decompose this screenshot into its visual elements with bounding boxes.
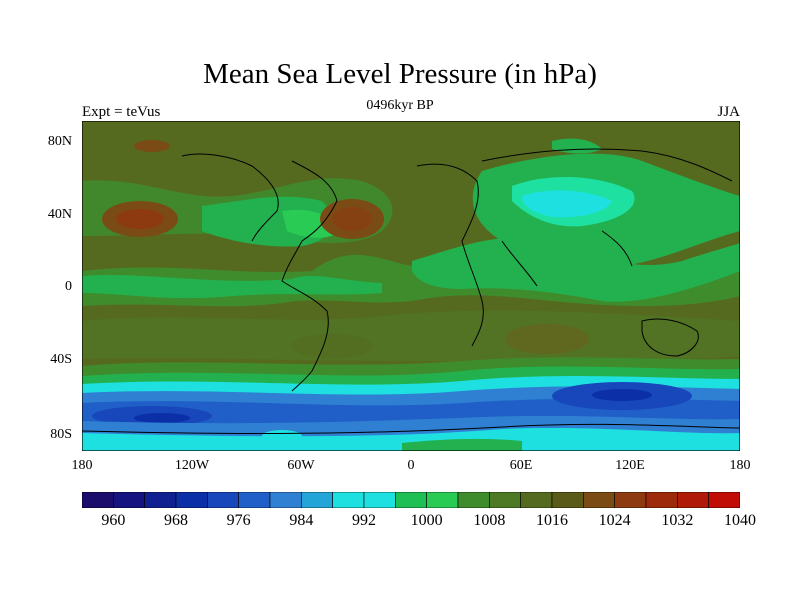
colorbar-label: 1024 (598, 512, 631, 529)
y-tick-label: 80N (47, 134, 72, 149)
colorbar-swatch (489, 492, 521, 508)
y-tick-label: 40N (47, 207, 72, 222)
colorbar-swatch (175, 492, 208, 508)
colorbar-swatch (677, 492, 709, 508)
colorbar-swatch (395, 492, 427, 508)
colorbar-swatch (113, 492, 145, 508)
colorbar-swatch (614, 492, 647, 508)
colorbar (82, 492, 740, 508)
colorbar-label: 1032 (661, 512, 694, 529)
y-tick-label: 0 (65, 279, 72, 294)
colorbar-swatch (144, 492, 177, 508)
colorbar-swatch (457, 492, 490, 508)
colorbar-label: 976 (226, 512, 251, 529)
colorbar-label: 960 (101, 512, 126, 529)
colorbar-swatch (269, 492, 302, 508)
x-tick-label: 60E (509, 458, 533, 473)
colorbar-swatch (426, 492, 459, 508)
map-subtitle: 0496kyr BP (366, 98, 434, 113)
colorbar-swatch (332, 492, 365, 508)
colorbar-swatch (363, 492, 396, 508)
colorbar-swatch (82, 492, 114, 508)
colorbar-swatch (238, 492, 271, 508)
x-tick-label: 180 (729, 458, 751, 473)
y-tick-label: 80S (50, 427, 72, 442)
map-title: Mean Sea Level Pressure (in hPa) (203, 58, 597, 90)
pressure-map (82, 121, 740, 451)
x-tick-label: 0 (407, 458, 415, 473)
colorbar-swatch (645, 492, 678, 508)
x-tick-label: 120W (174, 458, 210, 473)
colorbar-swatch (551, 492, 584, 508)
colorbar-swatch (708, 492, 740, 508)
colorbar-swatch (520, 492, 553, 508)
experiment-label: Expt = teVus (82, 104, 161, 120)
colorbar-swatch (207, 492, 239, 508)
colorbar-label: 968 (164, 512, 188, 529)
colorbar-label: 1016 (536, 512, 568, 529)
season-label: JJA (717, 104, 740, 120)
y-tick-label: 40S (50, 352, 72, 367)
colorbar-swatch (583, 492, 615, 508)
colorbar-label: 1008 (473, 512, 506, 529)
colorbar-label: 1000 (410, 512, 443, 529)
x-tick-label: 180 (71, 458, 93, 473)
colorbar-label: 984 (289, 512, 314, 529)
x-tick-label: 60W (287, 458, 315, 473)
colorbar-label: 992 (352, 512, 376, 529)
colorbar-swatch (301, 492, 333, 508)
colorbar-label: 1040 (724, 512, 756, 529)
x-tick-label: 120E (615, 458, 645, 473)
